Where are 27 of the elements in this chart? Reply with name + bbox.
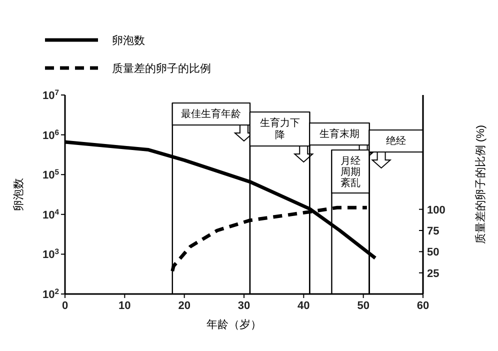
y2-tick-label: 75 [427, 225, 440, 238]
legend-label: 质量差的卵子的比例 [112, 62, 211, 75]
y2-tick-label: 50 [427, 246, 440, 259]
y-axis-title: 卵泡数 [12, 178, 25, 211]
x-tick-label: 10 [118, 300, 131, 312]
x-tick-label: 0 [62, 300, 68, 312]
x-axis-title: 年龄（岁） [206, 319, 262, 331]
y-tick-label: 10$^{3}$ [42, 246, 59, 262]
y2-axis-title: 质量差的卵子的比例 (%) [474, 124, 487, 244]
y-tick-label: 10$^{2}$ [42, 286, 59, 301]
band-label: 生育力下降 [260, 117, 300, 141]
y-tick-label: 10$^{5}$ [42, 167, 60, 182]
band-label: 最佳生育年龄 [181, 108, 242, 120]
x-tick-label: 50 [357, 300, 370, 312]
band-label: 绝经 [386, 135, 406, 147]
x-tick-label: 60 [416, 300, 430, 312]
y-tick-label: 10$^{6}$ [42, 127, 59, 142]
x-tick-label: 30 [238, 300, 250, 312]
y-tick-label: 10$^{7}$ [42, 88, 59, 102]
x-tick-label: 20 [178, 300, 190, 312]
x-tick-label: 40 [298, 300, 310, 312]
legend-label: 卵泡数 [112, 34, 145, 47]
band-label: 生育末期 [319, 128, 360, 140]
band-label: 月经周期紊乱 [340, 155, 361, 189]
y-tick-label: 10$^{4}$ [42, 206, 60, 222]
y2-tick-label: 100 [427, 204, 446, 216]
y2-tick-label: 25 [427, 268, 440, 280]
